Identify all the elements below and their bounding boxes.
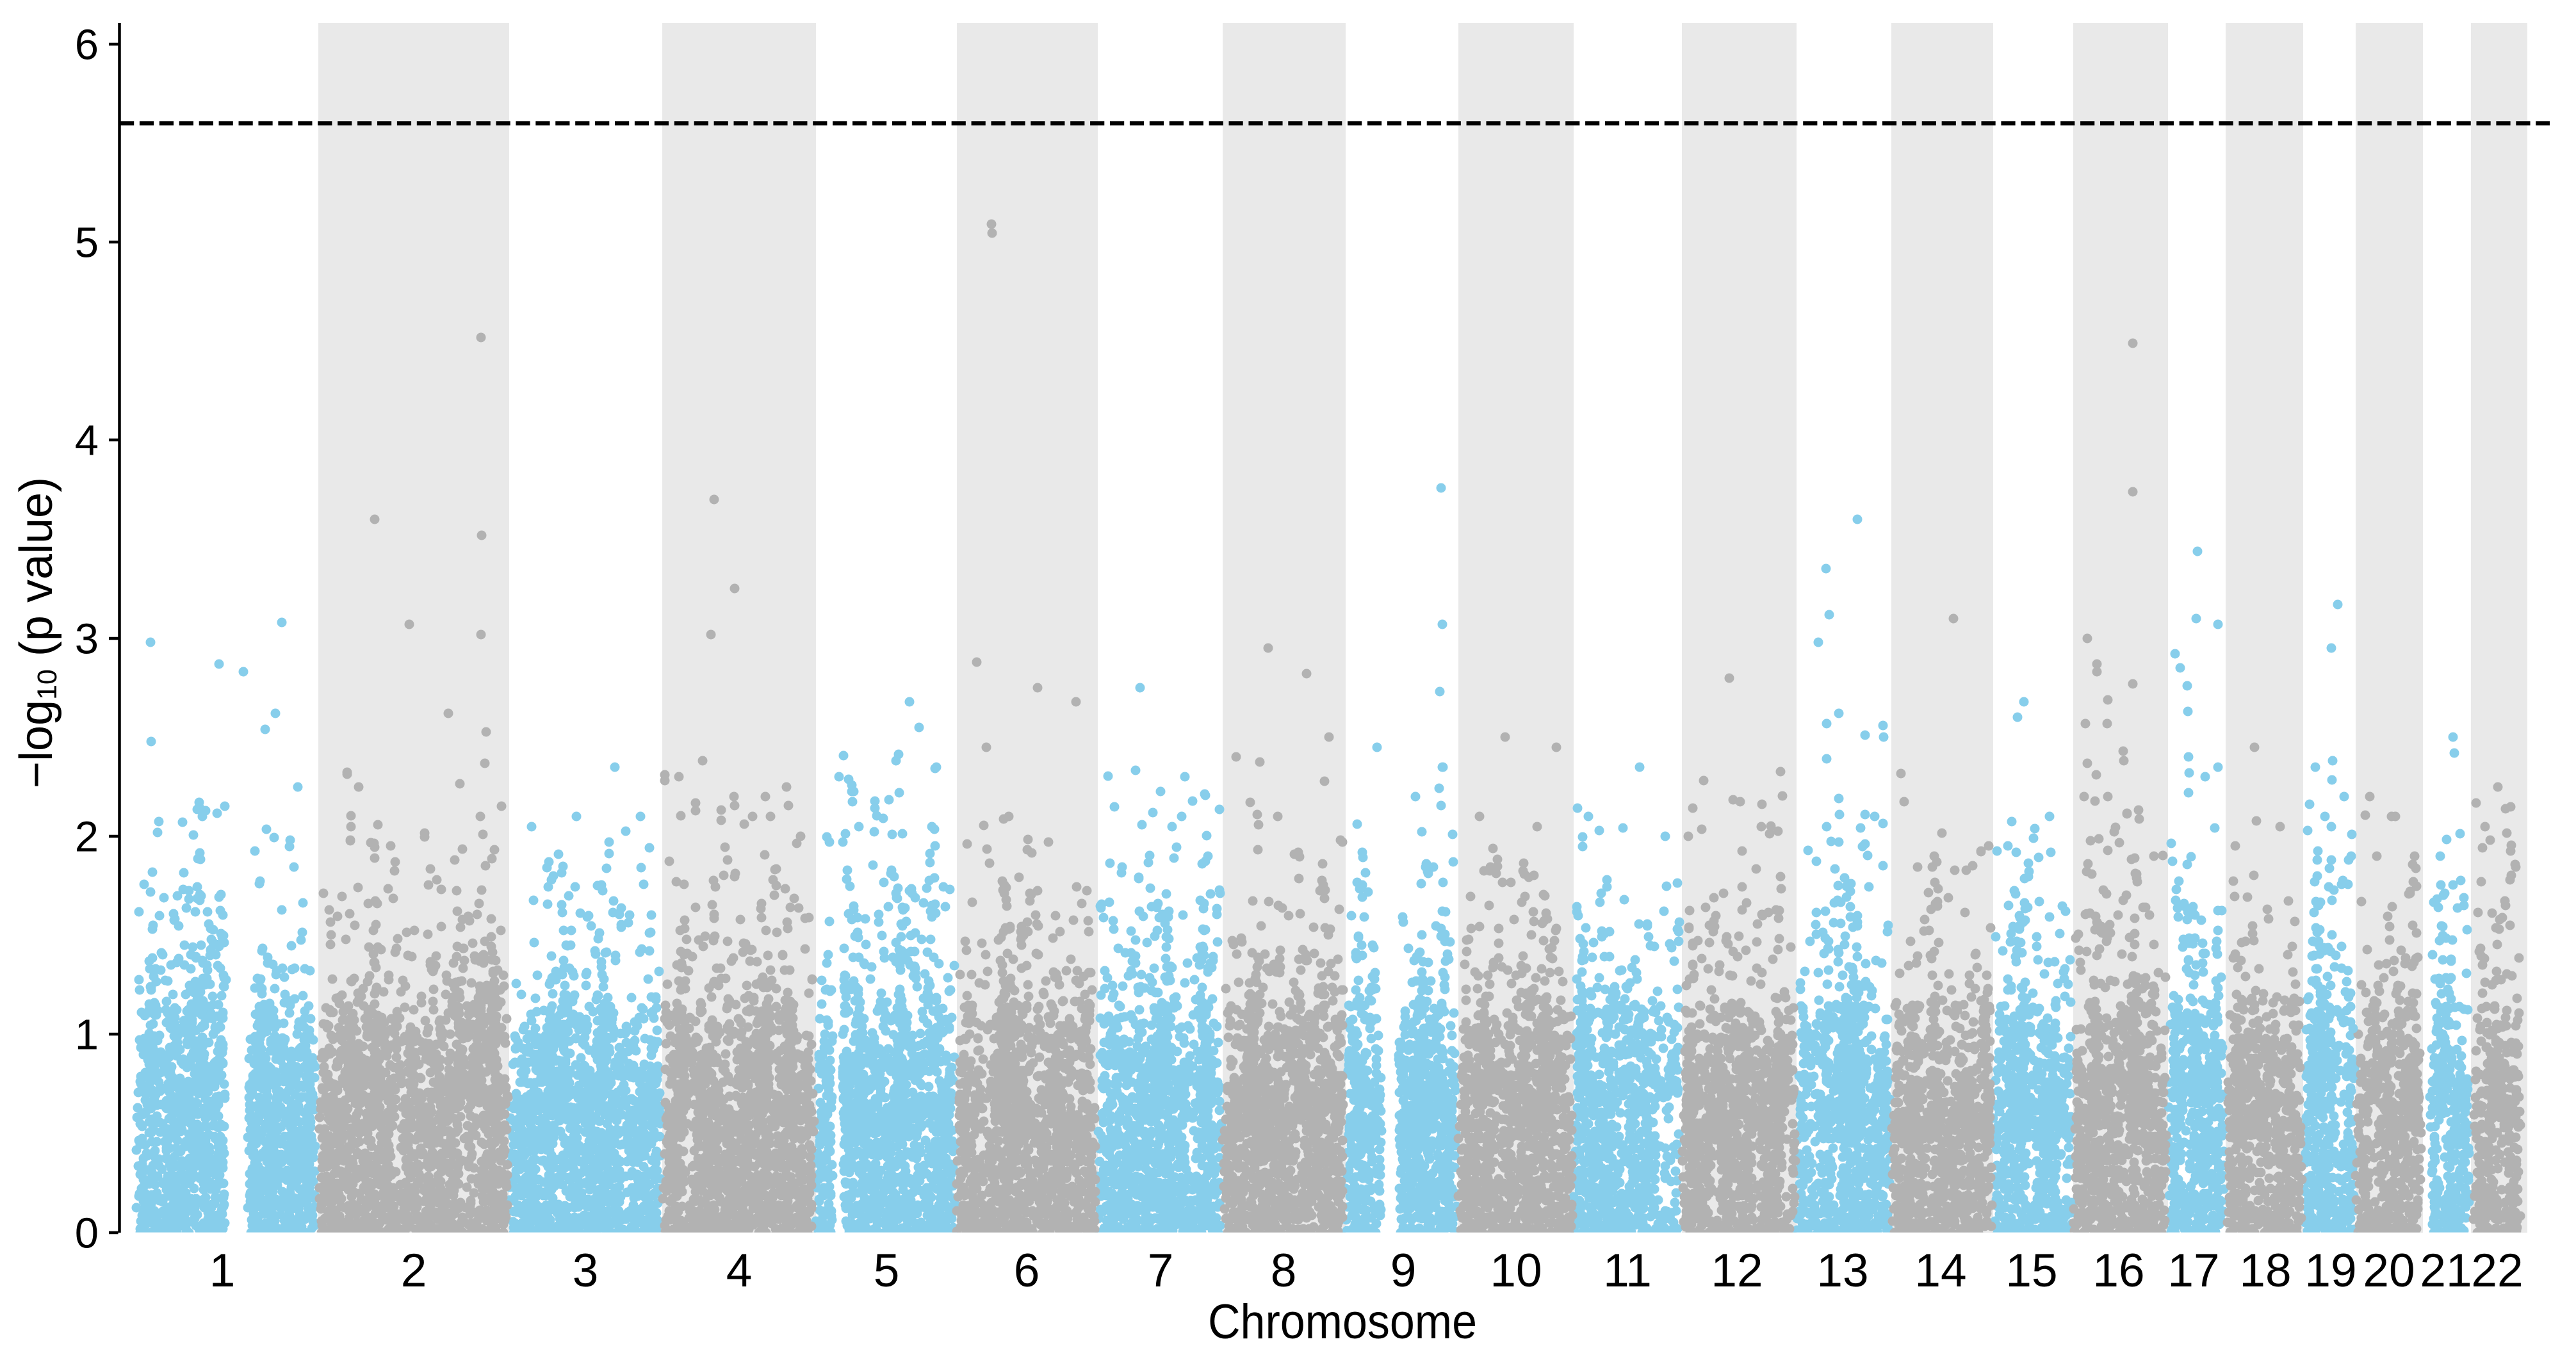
svg-text:1: 1 — [209, 1245, 236, 1297]
svg-text:3: 3 — [75, 615, 99, 663]
svg-text:1: 1 — [75, 1011, 99, 1059]
svg-text:20: 20 — [2363, 1245, 2415, 1297]
svg-text:13: 13 — [1816, 1245, 1868, 1297]
svg-text:12: 12 — [1711, 1245, 1763, 1297]
svg-text:11: 11 — [1603, 1245, 1652, 1297]
svg-text:4: 4 — [75, 417, 99, 465]
svg-text:0: 0 — [75, 1210, 99, 1258]
svg-text:15: 15 — [2005, 1245, 2057, 1297]
svg-text:10: 10 — [1490, 1245, 1542, 1297]
svg-text:22: 22 — [2471, 1245, 2523, 1297]
svg-text:9: 9 — [1390, 1245, 1417, 1297]
svg-text:2: 2 — [401, 1245, 427, 1297]
svg-text:8: 8 — [1271, 1245, 1297, 1297]
svg-text:4: 4 — [726, 1245, 753, 1297]
svg-text:5: 5 — [75, 219, 99, 267]
svg-text:21: 21 — [2420, 1245, 2472, 1297]
svg-text:2: 2 — [75, 813, 99, 861]
svg-text:6: 6 — [75, 21, 99, 69]
svg-text:16: 16 — [2092, 1245, 2144, 1297]
svg-text:14: 14 — [1914, 1245, 1966, 1297]
svg-text:−log10 (p value): −log10 (p value) — [11, 477, 63, 788]
svg-text:Chromosome: Chromosome — [1208, 1295, 1477, 1349]
svg-text:7: 7 — [1148, 1245, 1174, 1297]
svg-text:19: 19 — [2304, 1245, 2356, 1297]
svg-text:3: 3 — [573, 1245, 599, 1297]
svg-text:18: 18 — [2239, 1245, 2291, 1297]
svg-text:5: 5 — [874, 1245, 900, 1297]
svg-text:17: 17 — [2167, 1245, 2219, 1297]
svg-text:6: 6 — [1014, 1245, 1040, 1297]
